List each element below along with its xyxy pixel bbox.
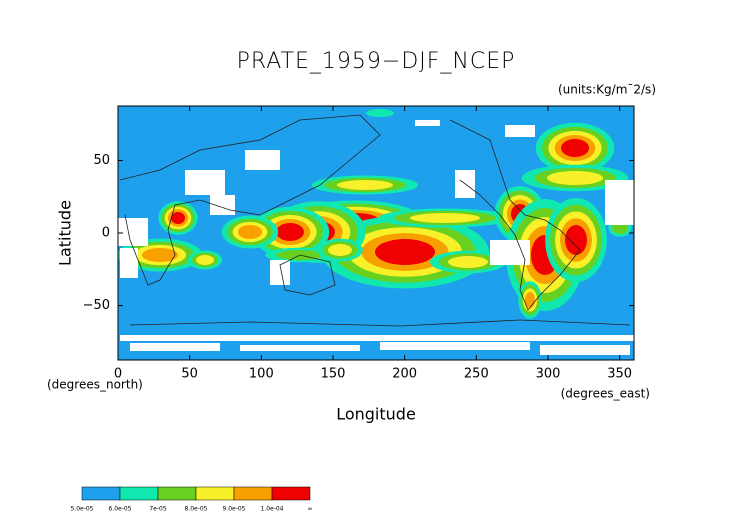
patch (415, 120, 440, 126)
coastlines (119, 114, 631, 327)
colorbar-swatch (119, 486, 159, 501)
y-tick-label: −50 (83, 298, 110, 313)
patch (540, 345, 630, 355)
patch (605, 180, 634, 225)
colorbar-label: 8.0e-05 (184, 506, 207, 513)
colorbar-label: 9.0e-05 (222, 506, 245, 513)
colorbar-swatch (81, 486, 121, 501)
x-unit-label: (degrees_east) (561, 387, 650, 401)
colorbar-swatch (195, 486, 235, 501)
patch (120, 335, 634, 341)
x-tick-label: 50 (181, 367, 198, 382)
contour-fill (410, 213, 480, 223)
axes: 0 50 100 150 200 250 300 350 −50 0 50 (83, 106, 634, 382)
patch (505, 125, 535, 137)
patch (240, 345, 360, 351)
y-tick-label: 50 (93, 153, 110, 168)
x-tick-label: 300 (536, 367, 561, 382)
x-tick-label: 100 (249, 367, 274, 382)
colorbar-swatch (233, 486, 273, 501)
x-tick-label: 250 (464, 367, 489, 382)
x-tick-label: 0 (114, 367, 122, 382)
chart-title: PRATE_1959−DJF_NCEP (237, 49, 516, 74)
colorbar: 5.0e-05 6.0e-05 7e-05 8.0e-05 9.0e-05 1.0e-04… (70, 486, 313, 513)
missing-patches (118, 120, 634, 355)
contour-fill (547, 171, 603, 185)
patch (380, 342, 530, 350)
x-tick-label: 150 (321, 367, 346, 382)
contour-fill (337, 180, 393, 190)
contour-fill (196, 255, 214, 265)
patch (118, 218, 148, 246)
contour-fill (448, 256, 488, 268)
contour-fill (328, 244, 352, 256)
contour-fill (142, 248, 178, 262)
contour-fill (276, 223, 304, 241)
coast (449, 119, 581, 311)
coast (279, 254, 336, 296)
colorbar-label: ∞ (308, 506, 313, 513)
colorbar-label: 1.0e-04 (260, 506, 283, 513)
patch (130, 343, 220, 351)
y-unit-label: (degrees_north) (47, 378, 143, 392)
contour-fill (366, 109, 394, 117)
contour-fill (238, 225, 262, 239)
contour-fill (375, 239, 435, 265)
y-axis-label: Latitude (56, 200, 75, 266)
patch (120, 248, 138, 278)
y-tick-label: 0 (102, 226, 110, 241)
contour-fill (565, 225, 587, 255)
patch (490, 240, 530, 265)
x-axis-label: Longitude (336, 405, 416, 424)
patch (185, 170, 225, 195)
units-label: (units:Kg/m¯2/s) (558, 83, 656, 97)
contour-fill (171, 212, 185, 224)
colorbar-label: 6.0e-05 (108, 506, 131, 513)
colorbar-label: 7e-05 (149, 506, 166, 513)
patch (270, 260, 290, 285)
colorbar-label: 5.0e-05 (70, 506, 93, 513)
x-tick-label: 200 (392, 367, 417, 382)
colorbar-swatch (157, 486, 197, 501)
patch (245, 150, 280, 170)
contour-fill (561, 139, 589, 157)
colorbar-swatch (271, 486, 311, 501)
x-tick-label: 350 (607, 367, 632, 382)
coast (129, 319, 631, 327)
coast (119, 114, 381, 286)
